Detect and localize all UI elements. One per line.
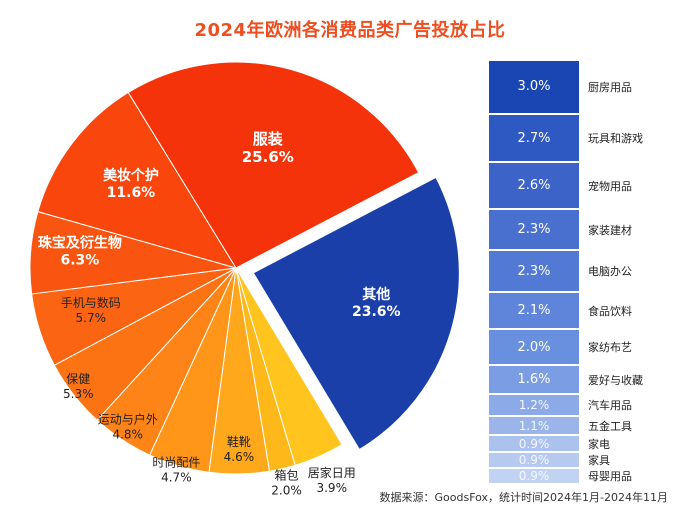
- slice-name-label: 手机与数码: [61, 295, 121, 310]
- slice-value-label: 5.3%: [63, 387, 94, 401]
- stack-segment: 2.0%: [488, 329, 580, 366]
- stack-segment-name: 厨房用品: [588, 80, 632, 94]
- stack-segment-value: 3.0%: [517, 79, 551, 95]
- slice-name-label: 时尚配件: [152, 455, 200, 469]
- stack-segment-value: 1.6%: [517, 372, 551, 388]
- stack-segment-name: 爱好与收藏: [588, 373, 643, 387]
- stack-segment-value: 0.9%: [518, 436, 550, 451]
- slice-name-label: 其他: [362, 286, 390, 303]
- slice-value-label: 23.6%: [352, 304, 401, 320]
- source-note: 数据来源：GoodsFox，统计时间2024年1月-2024年11月: [379, 491, 669, 504]
- stack-segment-name: 家电: [588, 437, 610, 451]
- slice-name-label: 珠宝及衍生物: [38, 235, 122, 252]
- stack-segment: 1.2%: [488, 394, 580, 416]
- slice-name-label: 箱包: [275, 467, 299, 482]
- stack-segment: 1.6%: [488, 365, 580, 395]
- stack-segment-value: 1.1%: [518, 418, 550, 433]
- stack-segment: 0.9%: [488, 451, 580, 468]
- slice-value-label: 5.7%: [76, 311, 107, 325]
- stack-segment-value: 0.9%: [518, 452, 550, 467]
- slice-value-label: 2.0%: [271, 483, 302, 497]
- slice-name-label: 服装: [253, 130, 284, 148]
- slice-value-label: 4.8%: [112, 428, 143, 442]
- stack-segment-value: 2.3%: [517, 222, 551, 238]
- chart-title: 2024年欧洲各消费品类广告投放占比: [194, 20, 506, 41]
- slice-name-label: 美妆个护: [103, 167, 159, 184]
- stack-segment-value: 0.9%: [518, 468, 550, 483]
- stack-segment-name: 家纺布艺: [588, 341, 632, 355]
- stack-segment: 0.9%: [488, 435, 580, 452]
- slice-name-label: 运动与户外: [98, 412, 158, 427]
- slice-value-label: 25.6%: [242, 148, 294, 166]
- stack-segment-name: 五金工具: [588, 419, 632, 433]
- stack-segment: 2.1%: [488, 291, 580, 330]
- stack-segment: 2.7%: [488, 113, 580, 163]
- pie-slice-0: [252, 176, 460, 451]
- stack-segment: 3.0%: [488, 60, 580, 114]
- slice-value-label: 3.9%: [316, 481, 347, 495]
- stack-segment: 2.6%: [488, 162, 580, 210]
- stack-segment: 0.9%: [488, 467, 580, 484]
- stack-segment-name: 电脑办公: [588, 265, 632, 279]
- stack-segment-value: 1.2%: [518, 397, 550, 412]
- slice-value-label: 4.6%: [224, 450, 255, 464]
- stack-segment: 2.3%: [488, 250, 580, 292]
- stack-segment-value: 2.0%: [517, 339, 551, 355]
- slice-name-label: 保健: [66, 372, 90, 386]
- stack-segment-name: 玩具和游戏: [588, 132, 643, 146]
- stack-segment-value: 2.6%: [517, 178, 551, 194]
- slice-value-label: 6.3%: [60, 253, 99, 269]
- stack-segment: 1.1%: [488, 415, 580, 436]
- stack-segment-value: 2.3%: [517, 263, 551, 279]
- stack-segment-name: 汽车用品: [588, 398, 632, 412]
- pie-slice-10: [127, 61, 420, 269]
- slice-name-label: 居家日用: [308, 465, 356, 480]
- stack-segment-name: 食品饮料: [588, 304, 632, 318]
- slice-value-label: 4.7%: [161, 470, 192, 484]
- pie-slice-9: [37, 91, 238, 269]
- stack-segment-name: 家具: [588, 453, 610, 467]
- stack-segment-name: 家装建材: [588, 223, 632, 237]
- stack-segment-value: 2.7%: [517, 130, 551, 146]
- stack-segment-name: 宠物用品: [588, 179, 632, 193]
- slice-name-label: 鞋靴: [227, 434, 251, 449]
- stack-segment: 2.3%: [488, 209, 580, 251]
- slice-value-label: 11.6%: [107, 185, 156, 201]
- stack-segment-value: 2.1%: [517, 303, 551, 319]
- stack-segment-name: 母婴用品: [588, 469, 632, 483]
